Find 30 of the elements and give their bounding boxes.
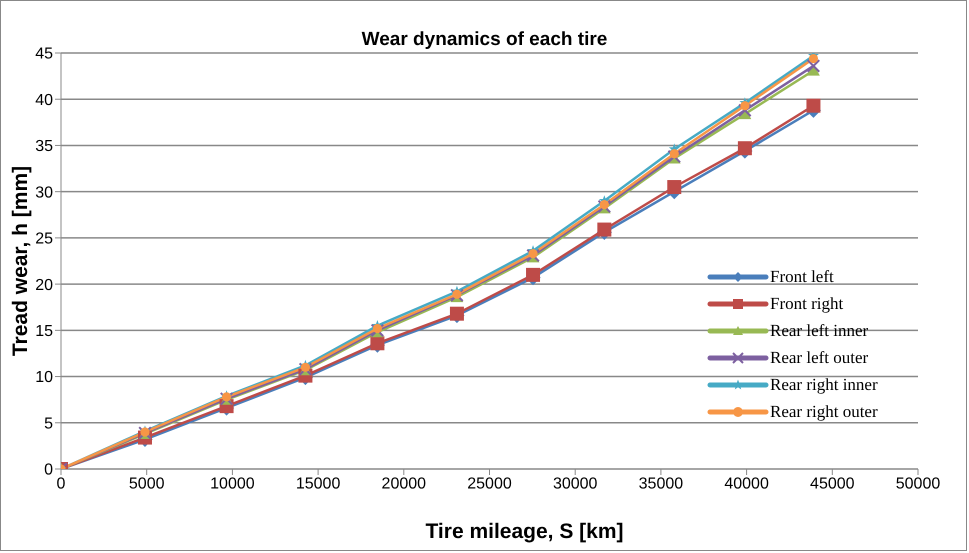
y-tick-label: 20	[35, 276, 54, 294]
x-tick-label: 40000	[724, 475, 769, 492]
legend-label: Rear left outer	[770, 348, 868, 368]
x-axis-title: Tire mileage, S [km]	[424, 520, 625, 544]
y-tick-label: 35	[35, 138, 54, 156]
x-tick-label: 45000	[810, 475, 855, 492]
x-tick-label: 30000	[552, 475, 598, 492]
y-axis-title: Tread wear, h [mm]	[9, 166, 33, 356]
x-tick-label: 20000	[382, 475, 426, 492]
y-tick-label: 40	[35, 92, 54, 109]
y-tick-label: 15	[35, 323, 54, 340]
legend-label: Front left	[770, 266, 834, 286]
legend-label: Rear left inner	[770, 320, 868, 340]
x-tick-label: 0	[56, 475, 66, 492]
y-tick-label: 0	[44, 462, 54, 479]
legend-label: Rear right inner	[770, 374, 878, 394]
x-tick-label: 15000	[296, 475, 340, 492]
y-tick-label: 10	[35, 369, 54, 386]
legend-label: Rear right outer	[770, 402, 878, 422]
legend-label: Front right	[770, 294, 844, 314]
y-tick-label: 30	[35, 184, 54, 202]
x-tick-label: 10000	[210, 475, 255, 492]
x-tick-label: 25000	[467, 475, 512, 492]
y-tick-label: 25	[35, 230, 54, 248]
x-tick-label: 35000	[638, 475, 684, 492]
y-tick-label: 45	[35, 46, 54, 63]
chart-title: Wear dynamics of each tire	[362, 29, 608, 50]
x-tick-label: 5000	[128, 475, 165, 492]
y-tick-label: 5	[44, 415, 54, 432]
x-tick-label: 50000	[896, 475, 940, 492]
